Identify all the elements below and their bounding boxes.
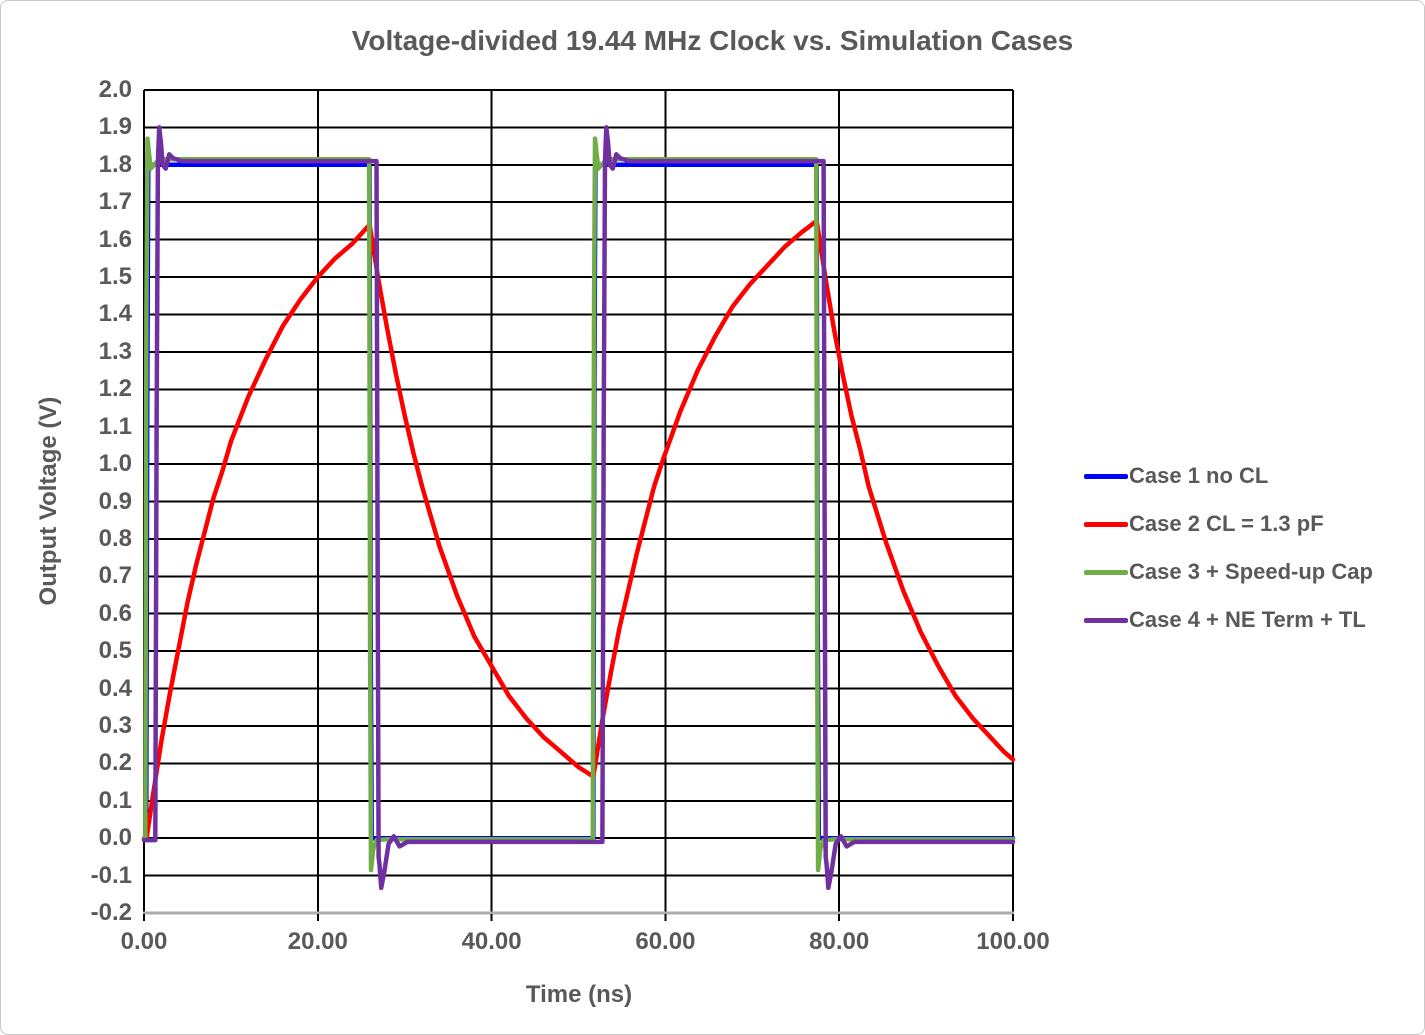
y-tick-label: 0.0 bbox=[98, 824, 132, 852]
x-tick-label: 20.00 bbox=[287, 928, 348, 955]
x-tick-label: 100.00 bbox=[976, 928, 1050, 955]
y-tick-label: 0.8 bbox=[98, 524, 132, 552]
series-line-case-2-cl-1-3-pf bbox=[141, 218, 1016, 841]
y-tick-label: 1.9 bbox=[98, 113, 132, 141]
y-tick-label: 2.0 bbox=[98, 76, 132, 103]
legend-label: Case 3 + Speed-up Cap bbox=[1129, 559, 1373, 584]
plot-area bbox=[141, 89, 1016, 921]
series-line-case-3-speed-up-cap bbox=[141, 136, 1016, 873]
y-tick-label: 1.8 bbox=[98, 150, 132, 178]
chart-title: Voltage-divided 19.44 MHz Clock vs. Simu… bbox=[351, 25, 1074, 56]
x-tick-label: 80.00 bbox=[809, 928, 870, 955]
y-tick-label: 1.2 bbox=[98, 375, 132, 403]
y-tick-label: 1.5 bbox=[98, 263, 132, 291]
y-tick-label: 0.9 bbox=[98, 487, 132, 515]
y-tick-label: 0.3 bbox=[98, 711, 132, 739]
y-tick-label: 0.7 bbox=[98, 562, 132, 590]
x-tick-label: 60.00 bbox=[635, 928, 696, 955]
legend-item-case-2: Case 2 CL = 1.3 pF bbox=[1084, 500, 1373, 548]
legend-item-case-3: Case 3 + Speed-up Cap bbox=[1084, 548, 1373, 596]
legend-label: Case 4 + NE Term + TL bbox=[1129, 607, 1366, 632]
legend-line-swatch bbox=[1084, 569, 1128, 575]
y-tick-label: 1.6 bbox=[98, 225, 132, 253]
series-line-case-4-ne-term-tl bbox=[141, 125, 1016, 891]
x-tick-label: 0.00 bbox=[120, 928, 168, 955]
legend-label: Case 1 no CL bbox=[1129, 463, 1269, 488]
legend-item-case-1: Case 1 no CL bbox=[1084, 452, 1373, 500]
x-tick-label: 40.00 bbox=[461, 928, 522, 955]
y-axis-title: Output Voltage (V) bbox=[35, 396, 62, 606]
y-tick-label: 1.4 bbox=[98, 300, 132, 328]
y-tick-label: -0.2 bbox=[90, 899, 132, 926]
y-tick-label: -0.1 bbox=[90, 861, 132, 889]
legend-label: Case 2 CL = 1.3 pF bbox=[1129, 511, 1324, 536]
legend-line-swatch bbox=[1084, 473, 1128, 479]
x-axis-title: Time (ns) bbox=[525, 981, 633, 1008]
y-tick-label: 1.0 bbox=[98, 450, 132, 478]
y-tick-label: 0.6 bbox=[98, 599, 132, 627]
legend-line-swatch bbox=[1084, 521, 1128, 527]
y-tick-label: 0.5 bbox=[98, 637, 132, 665]
y-tick-label: 1.7 bbox=[98, 188, 132, 216]
y-tick-label: 1.1 bbox=[98, 412, 132, 440]
legend-item-case-4: Case 4 + NE Term + TL bbox=[1084, 596, 1373, 644]
legend: Case 1 no CL Case 2 CL = 1.3 pF Case 3 + S… bbox=[1084, 452, 1373, 644]
y-tick-label: 0.1 bbox=[98, 786, 132, 814]
y-tick-label: 0.2 bbox=[98, 749, 132, 777]
legend-line-swatch bbox=[1084, 617, 1128, 623]
y-tick-label: 0.4 bbox=[98, 674, 132, 702]
y-tick-label: 1.3 bbox=[98, 337, 132, 365]
